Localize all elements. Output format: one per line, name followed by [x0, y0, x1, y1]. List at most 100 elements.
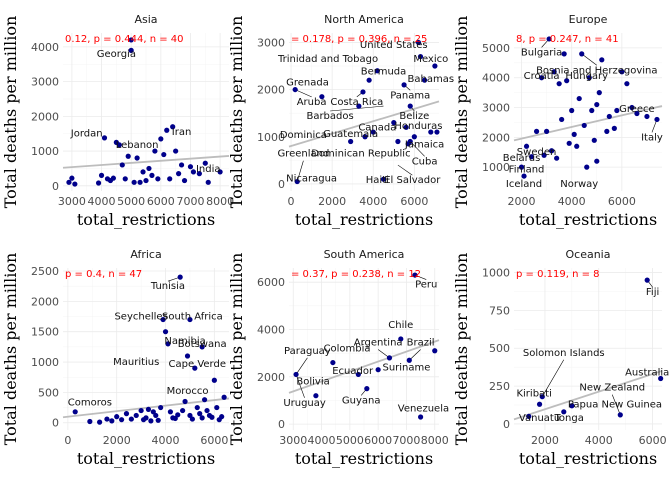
y-tick-label: 1000 [482, 267, 510, 280]
data-point [172, 415, 178, 422]
x-tick-label: 4000 [152, 434, 180, 447]
data-point [319, 94, 325, 100]
y-tick-label: 750 [489, 304, 510, 317]
data-point [178, 162, 185, 168]
point-label: Norway [560, 179, 598, 190]
data-point [155, 176, 161, 182]
panel-title: South America [324, 248, 405, 261]
stat-annotation: = 0.178, p = 0.396, n = 25 [291, 34, 427, 45]
label-leader [330, 105, 384, 112]
data-point [313, 393, 319, 399]
data-point [654, 116, 660, 123]
data-point [533, 128, 540, 134]
data-point [606, 113, 612, 120]
data-point [72, 409, 78, 415]
point-label: Suriname [382, 362, 430, 373]
data-point [128, 416, 134, 422]
data-point [122, 176, 128, 182]
panel-title: Oceania [566, 248, 611, 261]
data-point [66, 179, 72, 185]
data-point [104, 416, 110, 422]
y-tick-label: 1000 [31, 145, 59, 158]
point-label: Paraguay [284, 346, 331, 357]
data-point [204, 407, 210, 414]
x-tick-label: 6000 [364, 434, 392, 447]
data-point [217, 169, 223, 175]
x-tick-label: 8000 [421, 434, 449, 447]
stat-annotation: = 0.37, p = 0.238, n = 12 [291, 269, 421, 280]
data-point [152, 148, 158, 154]
data-point [541, 152, 547, 158]
point-label: Dominican Republic [311, 149, 410, 160]
data-point [182, 398, 188, 405]
trend-line [513, 370, 663, 421]
stat-annotation: p = 0.4, n = 47 [65, 269, 142, 280]
point-label: Australia [625, 367, 669, 378]
data-point [101, 135, 108, 141]
x-tick-label: 6000 [639, 434, 667, 447]
data-point [199, 344, 205, 350]
y-tick-label: 0 [278, 418, 285, 431]
y-axis-title: Total deaths per million [227, 253, 246, 446]
point-label: Namibia [164, 336, 205, 347]
point-label: Jordan [70, 129, 103, 140]
x-tick-label: 8000 [206, 195, 234, 208]
data-point [366, 77, 372, 83]
panel-south-america: 3000 4000 5000 6000 7000 80000200040006000Sou… [227, 248, 449, 468]
panel-africa: 0 2000 4000 6000 0 500 1000 1500 2000 2500 Africa T… [1, 248, 230, 468]
data-point [187, 164, 194, 170]
point-label: Canada [358, 122, 396, 133]
data-point [199, 415, 205, 421]
y-tick-label: 2500 [31, 265, 59, 278]
data-point [417, 53, 424, 60]
point-label: South Africa [162, 312, 223, 323]
data-point [538, 75, 545, 81]
data-point [407, 138, 413, 145]
data-point [569, 403, 575, 409]
data-point [614, 107, 620, 114]
label-leader [541, 359, 565, 397]
point-label: Solomon Islands [523, 348, 605, 359]
data-point [539, 394, 545, 400]
point-label: Belarus [503, 153, 541, 164]
point-label: Belize [399, 111, 429, 122]
data-point [175, 412, 181, 418]
data-point [143, 177, 149, 184]
y-tick-label: 1000 [482, 161, 510, 174]
data-point [161, 151, 167, 158]
y-tick-label: 4000 [257, 323, 285, 336]
label-leader [611, 394, 621, 415]
data-point [176, 171, 182, 177]
data-point [155, 417, 161, 423]
point-label: United States [360, 40, 428, 51]
data-point [181, 177, 188, 184]
point-label: Barbados [306, 111, 353, 122]
y-tick-label: 500 [38, 386, 59, 399]
data-point [576, 95, 582, 102]
point-label: Mexico [413, 54, 448, 65]
panel-europe: 2000 4000 6000 1000 2000 3000 4000 5000 Europe Bu… [452, 13, 663, 229]
x-tick-label: 7000 [176, 195, 204, 208]
data-point [148, 418, 154, 424]
point-label: Peru [415, 280, 437, 291]
data-point [581, 122, 587, 129]
point-label: India [196, 164, 221, 175]
data-point [330, 359, 336, 366]
data-point [546, 36, 552, 42]
data-point [362, 134, 368, 140]
point-label: Mauritius [113, 357, 159, 368]
x-tick-label: 2000 [318, 195, 346, 208]
y-tick-label: 1000 [257, 131, 285, 144]
data-point [134, 155, 140, 161]
data-point [428, 129, 434, 135]
data-point [415, 39, 422, 46]
data-point [98, 172, 105, 178]
data-point [355, 371, 361, 378]
data-point [173, 148, 179, 154]
data-point [536, 401, 543, 407]
point-label: New Zealand [579, 383, 645, 394]
data-point [380, 176, 387, 182]
point-label: Vanuatu [519, 413, 560, 424]
x-tick-label: 6000 [400, 195, 428, 208]
